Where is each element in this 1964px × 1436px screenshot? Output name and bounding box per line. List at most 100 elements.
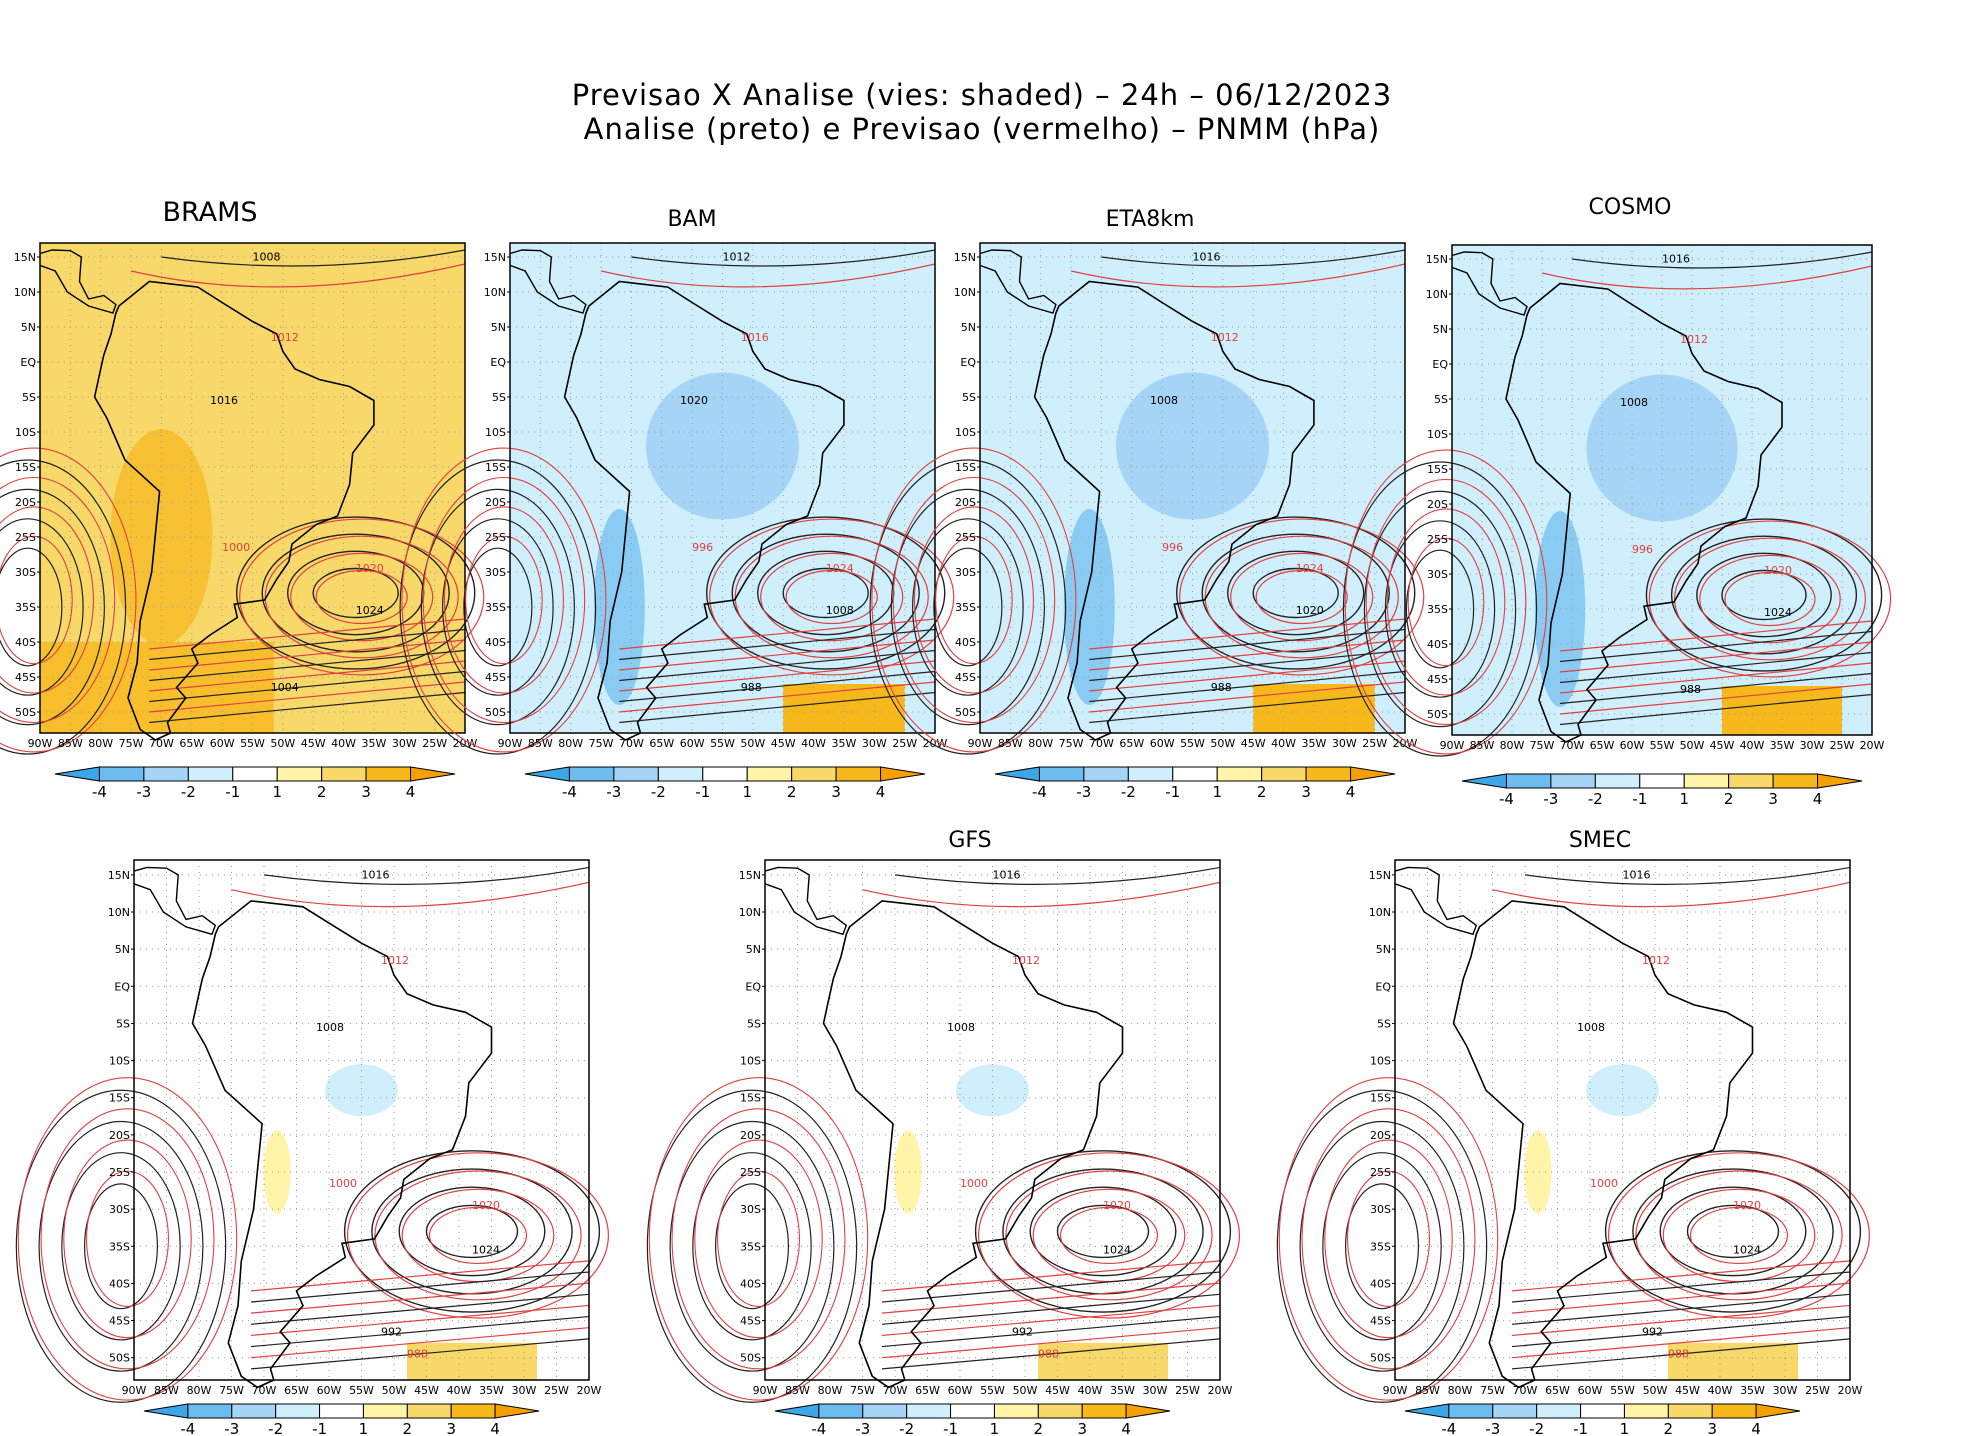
isobar-label: 1016	[1623, 869, 1651, 882]
isobar-label: 1012	[1642, 954, 1670, 967]
colorbar-segment	[1448, 1403, 1494, 1419]
lon-tick-label: 55W	[240, 737, 265, 750]
colorbar-label: 2	[1257, 783, 1267, 801]
lat-tick-label: EQ	[114, 980, 130, 993]
lat-tick-label: 5S	[22, 391, 36, 404]
isobar-forecast	[1511, 1260, 1851, 1292]
lon-tick-label: 45W	[1045, 1384, 1070, 1397]
lat-tick-label: 35S	[485, 601, 506, 614]
lon-tick-label: 35W	[479, 1384, 504, 1397]
isobar-forecast	[1070, 263, 1406, 288]
coastline	[39, 249, 117, 314]
lat-tick-label: 50S	[109, 1352, 130, 1365]
lat-tick-label: 15N	[108, 869, 130, 882]
isobar-analysis	[149, 628, 466, 661]
isobar-label: 1020	[356, 562, 384, 575]
isobar-analysis	[619, 691, 936, 724]
colorbar-label: -3	[1485, 1420, 1500, 1436]
lon-tick-label: 45W	[414, 1384, 439, 1397]
isobar-analysis	[1299, 1120, 1465, 1372]
lon-tick-label: 20W	[577, 1384, 602, 1397]
lon-tick-label: 70W	[149, 737, 174, 750]
isobar-forecast	[1559, 641, 1873, 673]
lon-tick-label: 45W	[301, 737, 326, 750]
bias-shading	[40, 642, 274, 733]
lat-tick-label: 25S	[1370, 1166, 1391, 1179]
lon-tick-label: 20W	[1208, 1384, 1233, 1397]
isobar-analysis	[1322, 1152, 1442, 1341]
lon-tick-label: 35W	[1740, 1384, 1765, 1397]
lon-tick-label: 55W	[1610, 1384, 1635, 1397]
lon-tick-label: 30W	[1332, 737, 1357, 750]
lat-tick-label: 5N	[961, 321, 976, 334]
lat-tick-label: 50S	[1370, 1352, 1391, 1365]
isobar-forecast	[1324, 1139, 1453, 1339]
lat-tick-label: 35S	[1427, 603, 1448, 616]
lon-tick-label: 60W	[1578, 1384, 1603, 1397]
map-frame	[509, 242, 936, 734]
colorbar-label: 3	[1077, 1420, 1087, 1436]
map-frame	[764, 859, 1221, 1381]
isobar-analysis	[420, 488, 575, 726]
lon-tick-label: 60W	[680, 737, 705, 750]
colorbar-label: -4	[562, 783, 577, 801]
isobar-forecast	[862, 881, 1221, 908]
isobar-forecast	[1179, 518, 1425, 676]
lat-tick-label: 5N	[1433, 323, 1448, 336]
isobar-analysis	[1524, 866, 1851, 886]
lon-tick-label: 40W	[801, 737, 826, 750]
isobar-forecast	[913, 506, 1034, 694]
lon-tick-label: 75W	[850, 1384, 875, 1397]
lon-tick-label: 40W	[1708, 1384, 1733, 1397]
colorbar-label: -1	[943, 1420, 958, 1436]
lon-tick-label: 80W	[1028, 737, 1053, 750]
lat-tick-label: 50S	[485, 706, 506, 719]
lon-tick-label: 70W	[1089, 737, 1114, 750]
lat-tick-label: 5S	[116, 1017, 130, 1030]
isobar-forecast	[250, 1282, 590, 1314]
colorbar-label: -2	[651, 783, 666, 801]
bias-shading	[325, 1064, 398, 1117]
isobar-label: 1020	[1103, 1199, 1131, 1212]
lon-tick-label: 65W	[1119, 737, 1144, 750]
isobar-label: 1012	[271, 331, 299, 344]
lat-tick-label: 10N	[954, 286, 976, 299]
lat-tick-label: 45S	[1370, 1315, 1391, 1328]
map-frame	[39, 242, 466, 734]
lon-tick-label: 55W	[710, 737, 735, 750]
isobar-label: 1008	[316, 1021, 344, 1034]
lon-tick-label: 90W	[753, 1384, 778, 1397]
lon-tick-label: 50W	[1013, 1384, 1038, 1397]
isobar-forecast	[881, 1282, 1221, 1314]
isobar-forecast	[619, 618, 936, 650]
colorbar-segment	[1623, 1403, 1669, 1419]
isobar-forecast	[1255, 569, 1348, 625]
lon-tick-label: 75W	[119, 737, 144, 750]
isobar-forecast	[374, 1170, 582, 1301]
isobar-label: 1008	[1150, 394, 1178, 407]
colorbar-label: 4	[1751, 1420, 1761, 1436]
lon-tick-label: 75W	[1530, 739, 1555, 752]
colorbar-segment	[1536, 1403, 1582, 1419]
lat-tick-label: 40S	[955, 636, 976, 649]
lat-tick-label: 10N	[1369, 906, 1391, 919]
lon-tick-label: 45W	[1241, 737, 1266, 750]
colorbar-label: -4	[92, 783, 107, 801]
lat-tick-label: 15S	[740, 1092, 761, 1105]
isobar-analysis	[1342, 461, 1538, 757]
lon-tick-label: 20W	[923, 737, 948, 750]
isobar-forecast	[465, 535, 543, 665]
isobar-forecast	[619, 639, 936, 671]
isobar-forecast	[694, 1139, 823, 1339]
isobar-forecast	[892, 476, 1056, 724]
lon-tick-label: 90W	[1440, 739, 1465, 752]
isobar-label: 1024	[1103, 1244, 1131, 1257]
colorbar-label: 3	[1301, 783, 1311, 801]
lon-tick-label: 20W	[1860, 739, 1885, 752]
coastline	[1505, 282, 1783, 743]
colorbar-segment	[1755, 1403, 1801, 1419]
coastline	[1451, 251, 1528, 316]
lat-tick-label: 10S	[955, 426, 976, 439]
isobar-label: 1016	[1662, 253, 1690, 266]
